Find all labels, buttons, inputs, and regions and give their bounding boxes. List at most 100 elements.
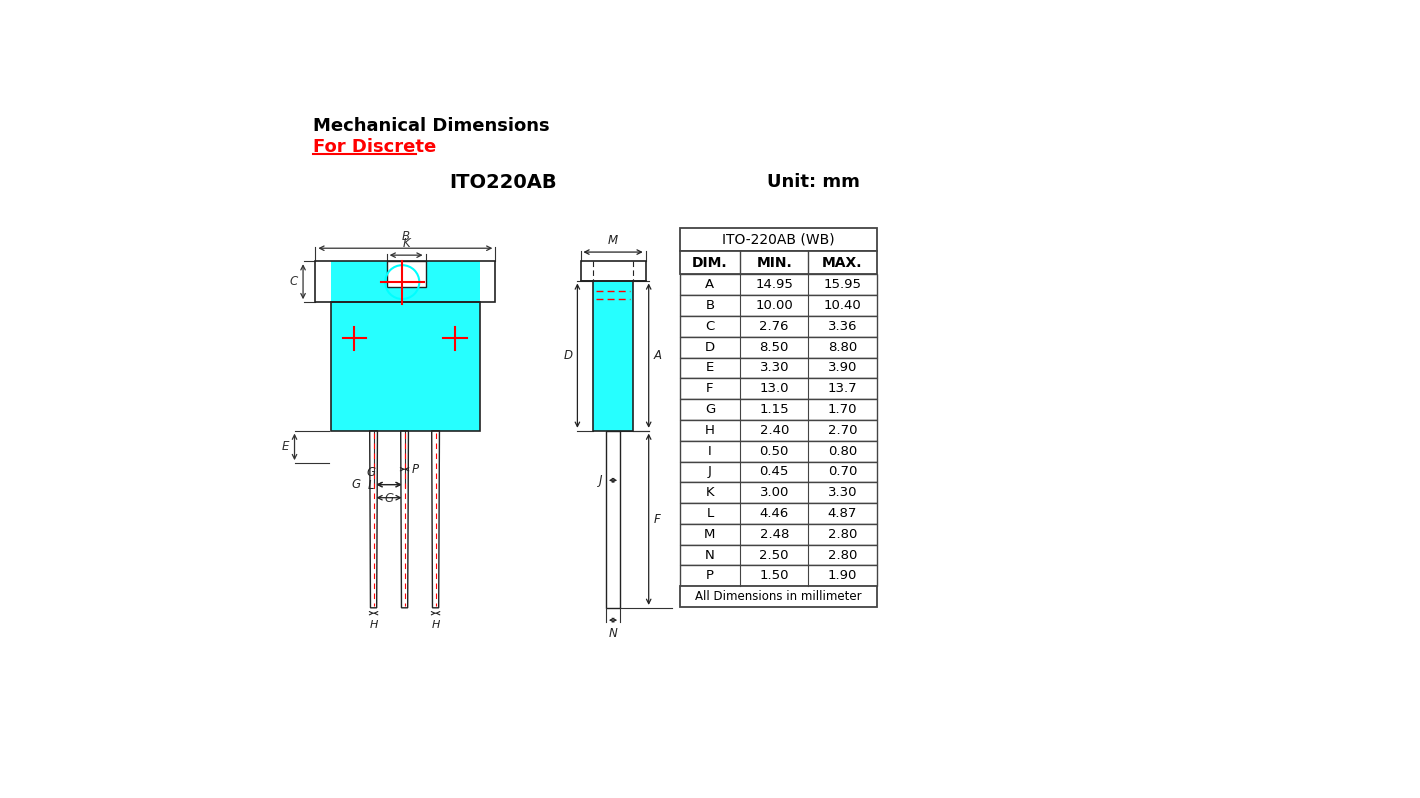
Text: E: E — [281, 440, 290, 453]
Bar — [315, 261, 496, 302]
Text: 13.0: 13.0 — [760, 382, 790, 395]
Text: D: D — [704, 341, 716, 354]
Text: 4.46: 4.46 — [760, 507, 790, 520]
Bar — [680, 420, 876, 440]
Text: 2.76: 2.76 — [760, 320, 790, 333]
Text: G: G — [366, 466, 376, 480]
Text: G: G — [351, 478, 361, 491]
Text: F: F — [653, 513, 660, 526]
Text: 8.80: 8.80 — [828, 341, 858, 354]
Polygon shape — [369, 431, 378, 608]
Text: Mechanical Dimensions: Mechanical Dimensions — [314, 117, 550, 136]
Text: ITO220AB: ITO220AB — [449, 172, 557, 192]
Text: 14.95: 14.95 — [755, 279, 794, 291]
Text: 2.70: 2.70 — [828, 424, 858, 437]
Bar — [680, 482, 876, 503]
Text: 0.50: 0.50 — [760, 444, 790, 457]
Text: For Discrete: For Discrete — [314, 138, 436, 156]
Text: G: G — [704, 403, 716, 416]
Bar — [331, 261, 480, 302]
Text: 3.00: 3.00 — [760, 486, 790, 500]
Bar — [680, 295, 876, 316]
Bar — [680, 275, 876, 295]
Text: 10.00: 10.00 — [755, 299, 794, 312]
Text: E: E — [706, 361, 714, 374]
Text: 13.7: 13.7 — [828, 382, 858, 395]
Text: H: H — [704, 424, 714, 437]
Text: I: I — [709, 444, 711, 457]
Bar — [606, 431, 621, 608]
Bar — [680, 378, 876, 399]
Text: 15.95: 15.95 — [824, 279, 862, 291]
Text: A: A — [653, 350, 662, 362]
Text: 3.36: 3.36 — [828, 320, 858, 333]
Bar — [680, 545, 876, 566]
Text: M: M — [608, 235, 618, 247]
Text: G: G — [385, 492, 393, 505]
Bar — [680, 358, 876, 378]
Bar — [680, 251, 876, 275]
Bar — [581, 261, 646, 281]
Text: P: P — [412, 463, 419, 476]
Text: H: H — [432, 620, 440, 630]
Text: L: L — [706, 507, 714, 520]
Text: 10.40: 10.40 — [824, 299, 862, 312]
Text: 1.15: 1.15 — [760, 403, 790, 416]
Bar — [680, 587, 876, 607]
Text: Unit: mm: Unit: mm — [767, 172, 859, 191]
Text: All Dimensions in millimeter: All Dimensions in millimeter — [694, 591, 862, 603]
Bar — [680, 337, 876, 358]
Text: M: M — [704, 527, 716, 541]
Text: J: J — [709, 465, 711, 479]
Text: 2.80: 2.80 — [828, 548, 858, 562]
Bar — [680, 440, 876, 461]
Bar — [680, 566, 876, 587]
Text: 0.80: 0.80 — [828, 444, 858, 457]
Text: D: D — [564, 350, 572, 362]
Text: 3.90: 3.90 — [828, 361, 858, 374]
Text: MIN.: MIN. — [757, 256, 792, 270]
Bar — [680, 399, 876, 420]
Text: A: A — [706, 279, 714, 291]
Text: P: P — [706, 569, 714, 583]
Text: B: B — [402, 230, 409, 243]
Bar — [331, 302, 480, 431]
Text: N: N — [609, 627, 618, 640]
Bar — [594, 281, 633, 431]
Text: N: N — [706, 548, 714, 562]
Text: H: H — [369, 620, 378, 630]
Bar — [331, 302, 480, 431]
Text: 1.70: 1.70 — [828, 403, 858, 416]
Bar — [680, 523, 876, 545]
Text: 2.40: 2.40 — [760, 424, 790, 437]
Text: K: K — [706, 486, 714, 500]
Text: MAX.: MAX. — [822, 256, 863, 270]
Bar — [680, 316, 876, 337]
Text: 3.30: 3.30 — [760, 361, 790, 374]
Text: 4.87: 4.87 — [828, 507, 858, 520]
Bar — [680, 228, 876, 251]
Text: 3.30: 3.30 — [828, 486, 858, 500]
Text: 0.45: 0.45 — [760, 465, 790, 479]
Text: 8.50: 8.50 — [760, 341, 790, 354]
Text: F: F — [706, 382, 714, 395]
Bar — [680, 461, 876, 482]
Text: C: C — [706, 320, 714, 333]
Text: 2.50: 2.50 — [760, 548, 790, 562]
Text: ITO-220AB (WB): ITO-220AB (WB) — [721, 233, 835, 247]
Text: 1.50: 1.50 — [760, 569, 790, 583]
Bar — [680, 503, 876, 523]
Polygon shape — [432, 431, 439, 608]
Text: 1.90: 1.90 — [828, 569, 858, 583]
Text: L: L — [368, 480, 375, 492]
Bar — [594, 281, 633, 431]
Text: C: C — [290, 275, 298, 288]
Text: DIM.: DIM. — [692, 256, 727, 270]
Text: 2.48: 2.48 — [760, 527, 790, 541]
Text: J: J — [599, 474, 602, 487]
Text: 0.70: 0.70 — [828, 465, 858, 479]
Text: 2.80: 2.80 — [828, 527, 858, 541]
Text: K: K — [402, 237, 410, 250]
Polygon shape — [400, 431, 409, 608]
Text: B: B — [706, 299, 714, 312]
